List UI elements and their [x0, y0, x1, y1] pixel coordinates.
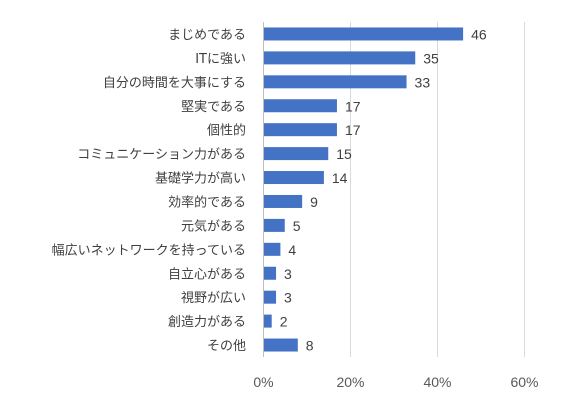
category-label: その他 — [207, 339, 246, 354]
data-label: 9 — [310, 194, 318, 210]
category-label: 個性的 — [207, 123, 246, 139]
bar — [264, 123, 337, 137]
category-label: 幅広いネットワークを持っている — [52, 243, 246, 258]
data-label: 3 — [284, 290, 292, 306]
category-label: まじめである — [168, 28, 246, 43]
bar — [264, 51, 416, 65]
x-tick-label: 40% — [423, 374, 451, 390]
category-label: 効率的である — [168, 194, 246, 210]
data-label: 15 — [336, 146, 352, 162]
bar — [264, 338, 298, 352]
x-tick-label: 20% — [336, 374, 364, 390]
category-label: 創造力がある — [168, 315, 246, 330]
category-label: 堅実である — [181, 99, 246, 115]
category-label: 元気がある — [181, 218, 246, 234]
bar — [264, 147, 329, 161]
data-label: 2 — [280, 314, 288, 330]
bar — [264, 171, 324, 185]
x-axis-tick-labels: 0% 20% 40% 60% — [253, 374, 538, 390]
data-label: 14 — [332, 170, 348, 186]
data-label: 3 — [284, 266, 292, 282]
data-label: 8 — [306, 338, 314, 354]
category-label: 基礎学力が高い — [155, 171, 246, 187]
bar — [264, 290, 277, 304]
category-label: ITに強い — [195, 52, 246, 67]
category-label: 自分の時間を大事にする — [103, 76, 246, 91]
bar — [264, 242, 281, 256]
bar — [264, 314, 272, 328]
category-label: 自立心がある — [168, 267, 246, 282]
category-label: コミュニケーション力がある — [77, 148, 246, 163]
data-label: 46 — [471, 26, 487, 42]
category-label: 視野が広い — [181, 291, 246, 306]
data-label: 5 — [293, 218, 301, 234]
data-label: 35 — [423, 50, 439, 66]
x-tick-label: 60% — [510, 374, 538, 390]
bar — [264, 266, 277, 280]
bar — [264, 218, 285, 232]
category-labels: まじめである ITに強い自分の時間を大事にする堅実である個性的コミュニケーション力… — [52, 28, 246, 354]
data-label: 4 — [288, 242, 296, 258]
gridlines — [263, 22, 525, 357]
data-label: 17 — [345, 98, 361, 114]
data-label: 17 — [345, 122, 361, 138]
bar — [264, 99, 337, 113]
bar — [264, 75, 407, 89]
bar — [264, 27, 464, 41]
bar — [264, 194, 303, 208]
data-label: 33 — [415, 74, 431, 90]
bars — [264, 27, 464, 352]
x-tick-label: 0% — [253, 374, 273, 390]
